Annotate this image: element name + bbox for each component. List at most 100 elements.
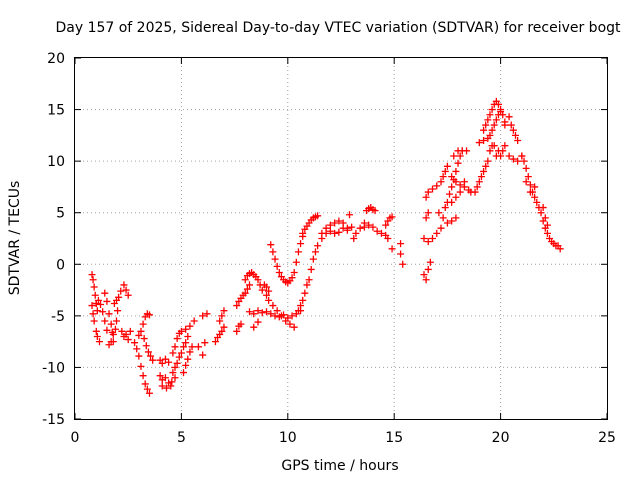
data-point [171, 363, 179, 371]
data-point [103, 326, 111, 334]
data-point [448, 217, 456, 225]
data-point [233, 302, 241, 310]
data-point [188, 343, 196, 351]
data-point [245, 281, 253, 289]
data-point [109, 330, 117, 338]
grid [75, 58, 607, 419]
data-point [258, 286, 266, 294]
data-point [101, 289, 109, 297]
data-point [522, 164, 530, 172]
data-point [441, 167, 449, 175]
data-point [435, 209, 443, 217]
data-point [443, 219, 451, 227]
y-axis-label: SDTVAR / TECUs [7, 181, 23, 296]
data-point [137, 362, 145, 370]
data-point [220, 307, 228, 315]
data-point [95, 338, 103, 346]
data-point [190, 317, 198, 325]
data-point [450, 152, 458, 160]
data-point [441, 204, 449, 212]
data-point [203, 310, 211, 318]
x-tick-label: 25 [598, 430, 616, 446]
data-point [486, 147, 494, 155]
data-point [182, 339, 190, 347]
data-point [452, 167, 460, 175]
data-point [89, 276, 97, 284]
data-point [507, 121, 515, 129]
data-point [142, 342, 150, 350]
data-point [429, 185, 437, 193]
data-point [158, 382, 166, 390]
data-point [218, 327, 226, 335]
data-point [131, 339, 139, 347]
data-point [269, 248, 277, 256]
data-point [122, 286, 130, 294]
data-point [484, 157, 492, 165]
data-point [90, 283, 98, 291]
data-point [437, 178, 445, 186]
data-point [140, 335, 148, 343]
data-point [288, 274, 296, 282]
data-point [245, 308, 253, 316]
data-point [533, 198, 541, 206]
y-tick-label: 15 [47, 103, 65, 119]
data-point [218, 312, 226, 320]
data-point [514, 157, 522, 165]
data-point [126, 327, 134, 335]
data-point [509, 126, 517, 134]
data-point [318, 229, 326, 237]
data-point [429, 235, 437, 242]
data-point [169, 369, 177, 377]
data-point [377, 229, 385, 237]
data-point [526, 181, 534, 189]
data-point [480, 167, 488, 175]
data-point [199, 351, 207, 359]
data-point [114, 307, 122, 315]
data-point [171, 374, 179, 382]
data-point [273, 262, 281, 270]
data-point [175, 353, 183, 361]
data-point [331, 219, 339, 227]
data-point [388, 213, 396, 221]
data-point [482, 162, 490, 170]
data-point [303, 281, 311, 289]
data-point [424, 209, 432, 217]
data-point [452, 193, 460, 201]
data-point [186, 322, 194, 330]
data-point [297, 240, 305, 248]
data-point [199, 312, 207, 320]
data-point [275, 313, 283, 321]
data-point [460, 178, 468, 186]
data-point [267, 310, 275, 318]
data-point [420, 271, 428, 279]
data-point [88, 271, 96, 279]
data-point [169, 349, 177, 357]
data-point [250, 310, 258, 318]
data-point [509, 155, 517, 163]
data-point [254, 276, 262, 284]
data-point [180, 369, 188, 377]
data-point [149, 356, 157, 364]
data-point [335, 228, 343, 236]
data-point [326, 221, 334, 229]
data-point [397, 240, 405, 248]
data-point [294, 248, 302, 256]
data-point [144, 348, 152, 356]
y-tick-label: -10 [42, 360, 65, 376]
data-point [452, 178, 460, 186]
data-point [292, 258, 300, 266]
data-point [433, 182, 441, 190]
data-point [343, 224, 351, 232]
data-point [135, 331, 143, 339]
data-point [456, 188, 464, 196]
data-point [514, 137, 522, 145]
data-point [180, 343, 188, 351]
data-point [156, 372, 164, 380]
data-point [439, 173, 447, 181]
data-point [452, 214, 460, 222]
data-point [454, 159, 462, 167]
data-point [397, 250, 405, 258]
data-point [499, 111, 507, 119]
data-point [388, 245, 396, 253]
data-point [105, 310, 113, 318]
